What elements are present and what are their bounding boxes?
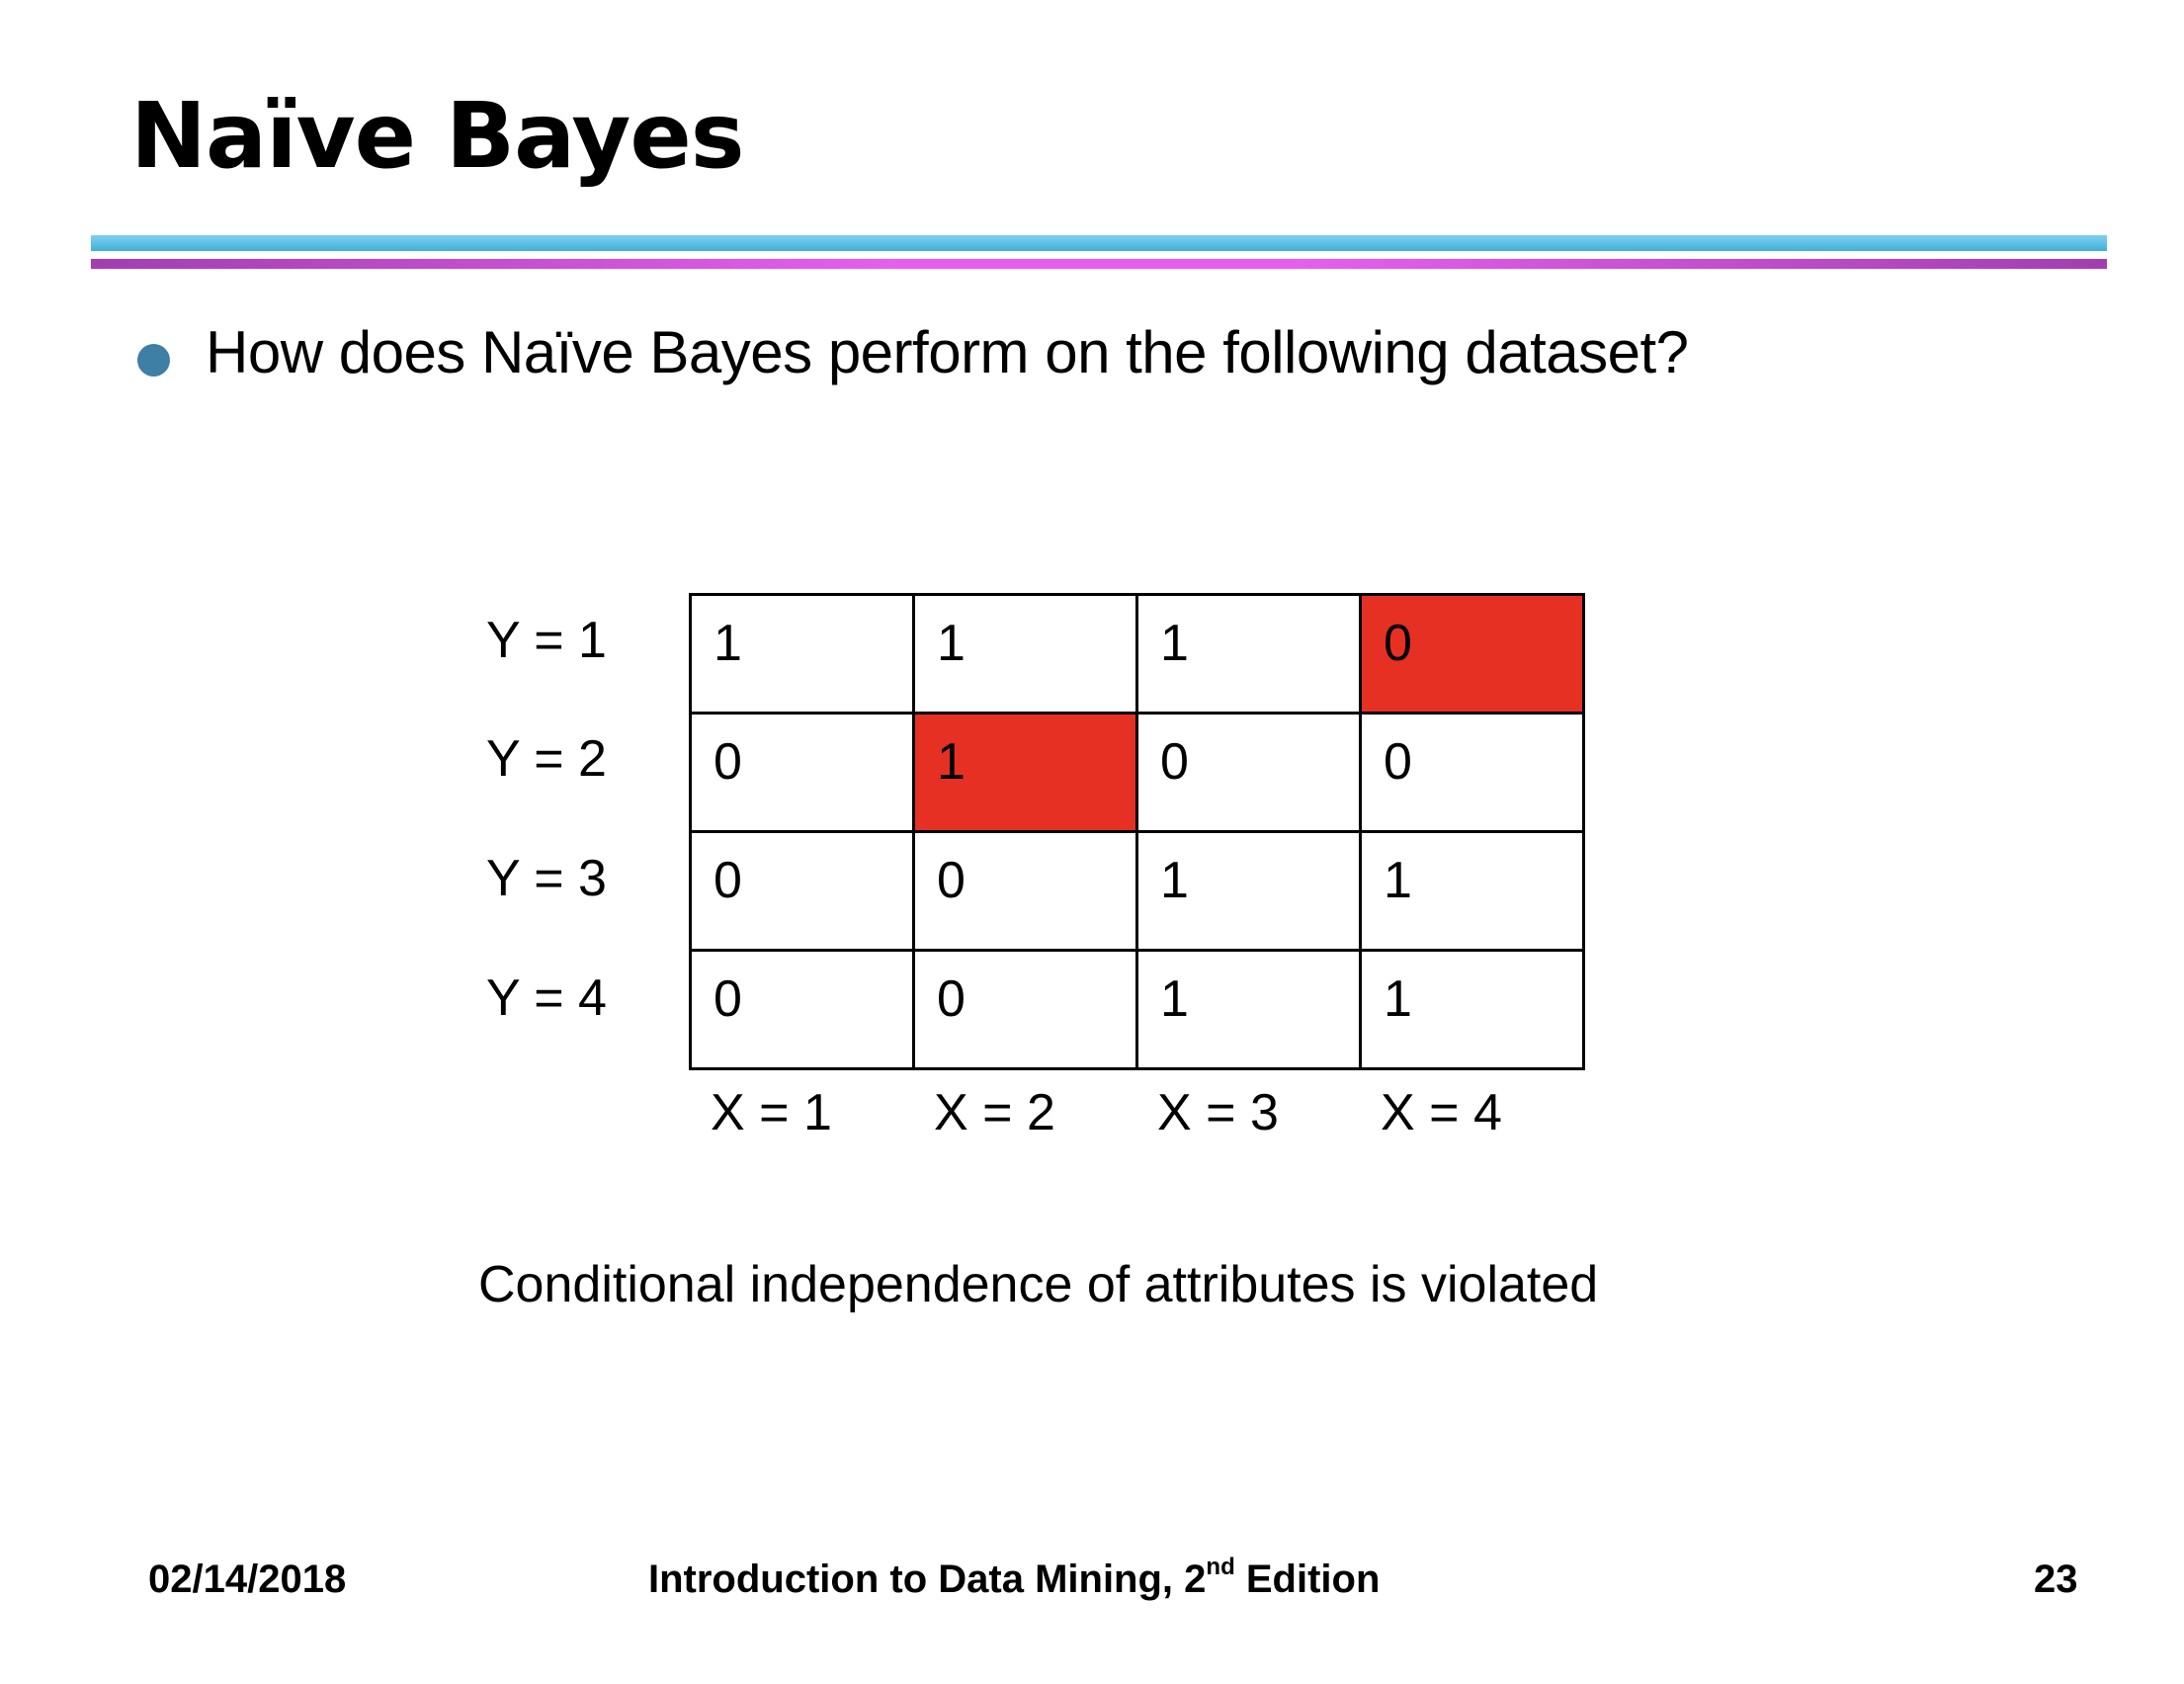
grid-cell: 0 — [689, 830, 915, 952]
row-label: Y = 1 — [486, 612, 607, 669]
grid-cell: 0 — [689, 712, 915, 833]
slide-title: Naïve Bayes — [130, 83, 745, 189]
bullet-dot-icon — [137, 344, 170, 377]
grid-cell: 1 — [1135, 949, 1362, 1070]
grid-cell: 0 — [689, 949, 915, 1070]
title-rule-purple — [91, 259, 2107, 269]
grid-cell: 0 — [912, 949, 1138, 1070]
footer-course-suffix: Edition — [1234, 1558, 1381, 1601]
footer-page-number: 23 — [2034, 1558, 2078, 1601]
footer-course-superscript: nd — [1206, 1554, 1235, 1580]
grid-cell-highlighted: 1 — [912, 712, 1138, 833]
footer-date: 02/14/2018 — [148, 1558, 347, 1601]
col-label: X = 1 — [711, 1084, 832, 1141]
grid-cell: 0 — [1135, 712, 1362, 833]
grid-cell: 0 — [1359, 712, 1585, 833]
col-label: X = 3 — [1157, 1084, 1279, 1141]
grid-cell: 1 — [689, 593, 915, 715]
col-label: X = 2 — [934, 1084, 1055, 1141]
row-label: Y = 2 — [486, 730, 607, 788]
grid-cell: 1 — [1135, 593, 1362, 715]
grid-row: 0 0 1 1 — [689, 830, 1585, 952]
grid-row: 0 0 1 1 — [689, 949, 1585, 1070]
grid-cell: 1 — [1359, 830, 1585, 952]
grid-cell: 0 — [912, 830, 1138, 952]
grid-cell: 1 — [912, 593, 1138, 715]
footer-course: Introduction to Data Mining, 2nd Edition — [648, 1556, 1381, 1602]
grid-row: 1 1 1 0 — [689, 593, 1585, 715]
row-label: Y = 4 — [486, 969, 607, 1027]
dataset-grid: 1 1 1 0 0 1 0 0 0 0 1 1 0 0 1 1 — [689, 593, 1585, 1070]
col-label: X = 4 — [1381, 1084, 1502, 1141]
row-label: Y = 3 — [486, 850, 607, 907]
grid-cell-highlighted: 0 — [1359, 593, 1585, 715]
title-rule-blue — [91, 235, 2107, 251]
caption: Conditional independence of attributes i… — [478, 1256, 1599, 1313]
grid-cell: 1 — [1359, 949, 1585, 1070]
footer-course-prefix: Introduction to Data Mining, 2 — [648, 1558, 1207, 1601]
grid-row: 0 1 0 0 — [689, 712, 1585, 833]
grid-cell: 1 — [1135, 830, 1362, 952]
bullet-text: How does Naïve Bayes perform on the foll… — [206, 319, 1689, 385]
